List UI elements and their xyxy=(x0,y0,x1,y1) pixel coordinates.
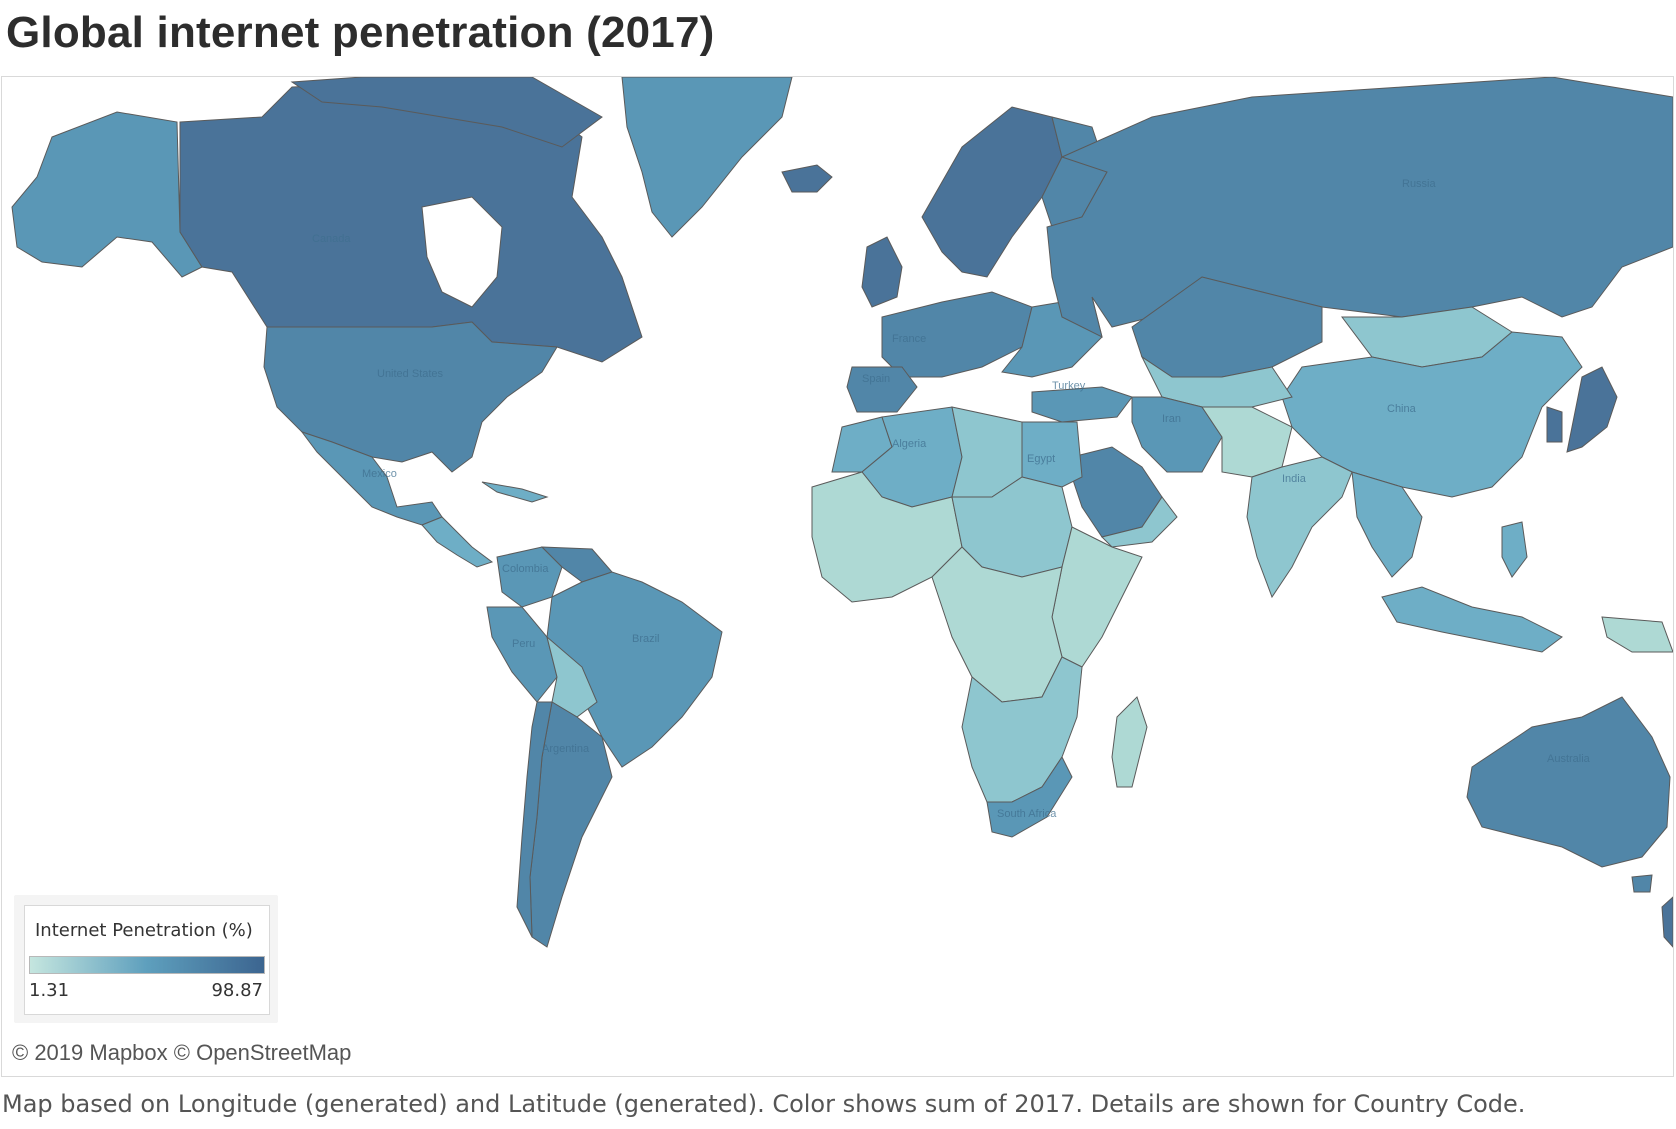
world-map[interactable]: Canada United States Mexico Colombia Per… xyxy=(2,77,1673,1076)
legend-max-label: 98.87 xyxy=(211,980,263,1001)
region-papua-new-guinea[interactable] xyxy=(1601,616,1673,653)
country-label: Brazil xyxy=(632,633,660,645)
region-egypt[interactable] xyxy=(1021,421,1083,488)
region-alaska[interactable] xyxy=(11,111,203,278)
legend-box: Internet Penetration (%) 1.31 98.87 xyxy=(24,905,270,1015)
region-south-africa[interactable] xyxy=(986,756,1073,838)
country-label: China xyxy=(1387,403,1417,415)
region-iran[interactable] xyxy=(1131,396,1223,473)
region-china[interactable] xyxy=(1281,331,1583,498)
country-label: Spain xyxy=(862,373,890,385)
country-label: Mexico xyxy=(362,468,397,480)
region-central-america[interactable] xyxy=(421,516,494,568)
region-southeast-asia[interactable] xyxy=(1351,471,1423,578)
country-label: Russia xyxy=(1402,178,1437,190)
region-philippines[interactable] xyxy=(1501,521,1528,578)
country-label: France xyxy=(892,333,926,345)
color-legend: Internet Penetration (%) 1.31 98.87 xyxy=(14,895,278,1023)
country-label: Algeria xyxy=(892,438,927,450)
region-canada-islands[interactable] xyxy=(290,77,603,148)
region-peru[interactable] xyxy=(486,606,558,703)
region-madagascar[interactable] xyxy=(1111,696,1148,788)
country-label: Iran xyxy=(1162,413,1181,425)
region-indonesia[interactable] xyxy=(1381,586,1563,653)
region-australia[interactable] xyxy=(1466,696,1671,868)
country-label: United States xyxy=(377,368,444,380)
country-label: Turkey xyxy=(1052,380,1086,392)
map-caption: Map based on Longitude (generated) and L… xyxy=(2,1090,1526,1118)
region-new-zealand[interactable] xyxy=(1661,896,1673,948)
country-label: Peru xyxy=(512,638,535,650)
region-hudson-bay xyxy=(421,196,503,308)
region-greenland[interactable] xyxy=(621,77,793,238)
region-russia[interactable] xyxy=(1046,77,1673,338)
country-label: India xyxy=(1282,473,1307,485)
region-uk[interactable] xyxy=(861,236,903,308)
legend-title: Internet Penetration (%) xyxy=(35,920,253,941)
region-iceland[interactable] xyxy=(781,164,833,193)
region-korea[interactable] xyxy=(1546,406,1563,443)
region-chile[interactable] xyxy=(516,701,553,938)
legend-color-ramp xyxy=(29,956,265,974)
region-spain[interactable] xyxy=(846,366,918,413)
region-india[interactable] xyxy=(1246,456,1353,599)
region-scandinavia[interactable] xyxy=(921,106,1063,278)
region-usa[interactable] xyxy=(263,321,558,473)
map-viewport[interactable]: Canada United States Mexico Colombia Per… xyxy=(1,76,1674,1077)
region-turkey[interactable] xyxy=(1031,386,1133,423)
country-label: Australia xyxy=(1547,753,1591,765)
region-tasmania[interactable] xyxy=(1631,874,1653,893)
country-label: South Africa xyxy=(997,808,1057,820)
country-label: Canada xyxy=(312,233,351,245)
page-title: Global internet penetration (2017) xyxy=(6,8,715,57)
region-japan[interactable] xyxy=(1566,366,1618,453)
country-label: Argentina xyxy=(542,743,590,755)
map-attribution[interactable]: © 2019 Mapbox © OpenStreetMap xyxy=(12,1040,352,1065)
legend-min-label: 1.31 xyxy=(29,980,70,1001)
country-label: Colombia xyxy=(502,563,549,575)
region-caribbean[interactable] xyxy=(481,481,549,503)
country-label: Egypt xyxy=(1027,453,1055,465)
